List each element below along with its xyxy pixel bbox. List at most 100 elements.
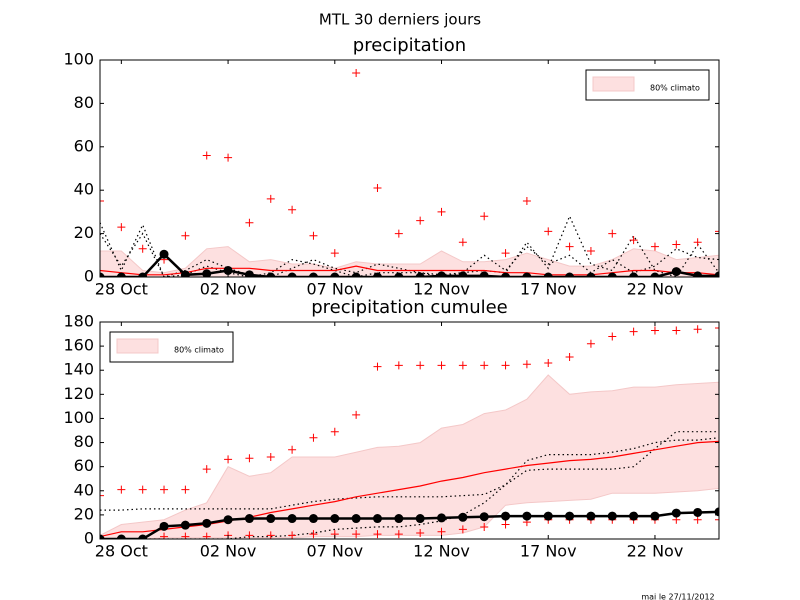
observed-point (330, 514, 340, 524)
plus-marker (693, 325, 702, 334)
observed-point (586, 511, 596, 521)
observed-point (415, 514, 425, 524)
plus-marker (266, 531, 275, 539)
observed-point (159, 249, 169, 259)
plus-marker (672, 240, 681, 249)
plus-marker (586, 339, 595, 348)
axes-frame (99, 321, 720, 540)
observed-point (202, 269, 212, 277)
plus-marker (288, 445, 297, 454)
legend: 80% climato (109, 331, 234, 363)
plus-marker (330, 427, 339, 436)
plus-marker (715, 227, 719, 236)
observed-point (351, 514, 361, 524)
plus-marker (117, 485, 126, 494)
plus-marker (100, 197, 104, 206)
plus-marker (138, 485, 147, 494)
observed-point (308, 514, 318, 524)
plus-marker (565, 242, 574, 251)
plus-marker (202, 151, 211, 160)
plot-area (100, 324, 719, 539)
plus-marker (458, 525, 467, 534)
plus-marker (266, 453, 275, 462)
plus-marker (224, 153, 233, 162)
observed-point (223, 265, 233, 275)
plus-marker (138, 244, 147, 253)
plus-marker (373, 362, 382, 371)
plus-marker (100, 491, 104, 500)
x-tick-label: 22 Nov (627, 542, 684, 561)
plus-marker (416, 216, 425, 225)
plus-marker (522, 360, 531, 369)
observed-point (671, 267, 681, 277)
plus-marker (309, 530, 318, 539)
plus-marker (480, 361, 489, 370)
plus-marker (437, 207, 446, 216)
plus-marker (245, 218, 254, 227)
x-tick-label: 12 Nov (413, 280, 470, 299)
plus-marker (394, 361, 403, 370)
plus-marker (309, 231, 318, 240)
legend-swatch (116, 338, 159, 354)
plus-marker (715, 324, 719, 333)
observed-point (394, 272, 404, 277)
y-tick-label: 0 (84, 267, 94, 286)
plus-marker (352, 410, 361, 419)
observed-point (138, 534, 148, 539)
observed-point (479, 512, 489, 522)
plus-marker (416, 361, 425, 370)
y-tick-label: 20 (74, 504, 94, 523)
observed-point (180, 270, 190, 277)
plus-marker (373, 184, 382, 193)
plus-marker (672, 326, 681, 335)
y-tick-label: 140 (63, 360, 94, 379)
plus-marker (501, 361, 510, 370)
plus-marker (181, 532, 190, 539)
observed-point (458, 271, 468, 277)
x-tick-label: 02 Nov (200, 280, 257, 299)
legend-swatch (592, 76, 635, 92)
y-tick-label: 100 (63, 50, 94, 69)
observed-point (159, 521, 169, 531)
plus-marker (608, 332, 617, 341)
figure-title: MTL 30 derniers jours (319, 11, 481, 29)
legend-label: 80% climato (650, 84, 700, 93)
plus-marker (629, 236, 638, 245)
observed-point (244, 514, 254, 524)
plus-marker (608, 229, 617, 238)
plus-marker (160, 485, 169, 494)
observed-point (629, 511, 639, 521)
y-tick-label: 180 (63, 312, 94, 331)
plus-marker (522, 197, 531, 206)
observed-point (607, 511, 617, 521)
observed-point (287, 514, 297, 524)
plus-marker (480, 212, 489, 221)
plus-marker (224, 455, 233, 464)
plus-marker (394, 229, 403, 238)
observed-point (180, 520, 190, 530)
plus-marker (245, 454, 254, 463)
plus-marker (181, 231, 190, 240)
observed-point (693, 507, 703, 517)
observed-point (351, 272, 361, 277)
observed-point (100, 534, 105, 539)
y-tick-label: 160 (63, 336, 94, 355)
plot-area (100, 69, 719, 277)
dotted-line (100, 431, 719, 511)
x-tick-label: 17 Nov (520, 280, 577, 299)
plus-marker (416, 528, 425, 537)
plus-marker (373, 530, 382, 539)
y-tick-label: 20 (74, 223, 94, 242)
axes-frame (99, 59, 720, 278)
plus-marker (352, 69, 361, 78)
y-tick-label: 60 (74, 456, 94, 475)
x-tick-label: 22 Nov (627, 280, 684, 299)
plus-marker (330, 249, 339, 258)
plus-marker (544, 227, 553, 236)
plus-marker (501, 520, 510, 529)
axes: precipitation 0 20 40 60 80 100 28 Oct 02 Nov 07 … (63, 35, 720, 299)
plus-marker (458, 361, 467, 370)
observed-point (266, 514, 276, 524)
plus-marker (437, 527, 446, 536)
plus-marker (715, 515, 719, 524)
